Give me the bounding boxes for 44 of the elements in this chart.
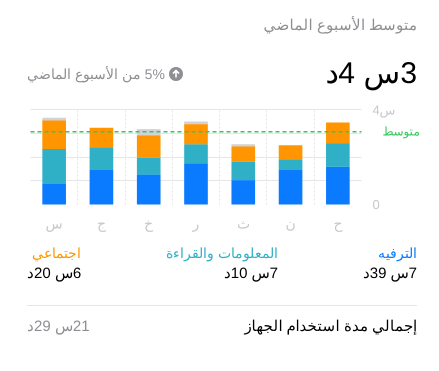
- bar: [184, 163, 208, 204]
- text: اجتماعي: [31, 244, 82, 263]
- chart-subtitle: 3س 4د: [325, 56, 417, 92]
- text: 7س 39د: [362, 264, 417, 284]
- bar: [42, 118, 66, 120]
- x-tick-label: ث: [236, 216, 250, 232]
- bar: [136, 158, 161, 175]
- bar: [278, 145, 302, 160]
- bar: [42, 120, 66, 150]
- bar: [231, 180, 256, 204]
- bar: [326, 143, 350, 167]
- x-tick-label: س: [46, 216, 63, 232]
- text: الترفيه: [377, 244, 417, 263]
- bar: [278, 170, 302, 204]
- bar: [90, 128, 114, 148]
- y-tick-label: 4س: [372, 102, 396, 118]
- text: 5% من الأسبوع الماضي: [27, 64, 166, 84]
- bar: [136, 174, 161, 204]
- y-tick-label: 0: [372, 197, 380, 212]
- bar: [184, 122, 208, 124]
- bar: [326, 122, 350, 144]
- bar: [90, 170, 114, 204]
- bar: [42, 184, 66, 204]
- ref-line-label: متوسط: [382, 124, 420, 139]
- x-tick-label: ج: [96, 216, 107, 232]
- bar: [326, 166, 350, 204]
- x-tick-label: خ: [144, 216, 154, 232]
- bar: [90, 147, 114, 170]
- bar: [42, 149, 66, 184]
- text: المعلومات والقراءة: [166, 244, 278, 263]
- x-tick-label: ح: [333, 216, 344, 232]
- text: 6س 20د: [27, 264, 82, 284]
- bar: [136, 136, 161, 158]
- text: 7س 10د: [222, 264, 278, 284]
- bar: [278, 159, 302, 170]
- bar: [231, 146, 256, 162]
- bar: [184, 144, 208, 164]
- bar: [231, 162, 256, 180]
- chart-title: متوسط الأسبوع الماضي: [262, 15, 417, 36]
- text: 21س 29د: [27, 317, 90, 337]
- text: إجمالي مدة استخدام الجهاز: [244, 317, 417, 337]
- x-tick-label: ن: [286, 216, 296, 232]
- x-tick-label: ر: [192, 216, 200, 232]
- bar: [184, 124, 208, 144]
